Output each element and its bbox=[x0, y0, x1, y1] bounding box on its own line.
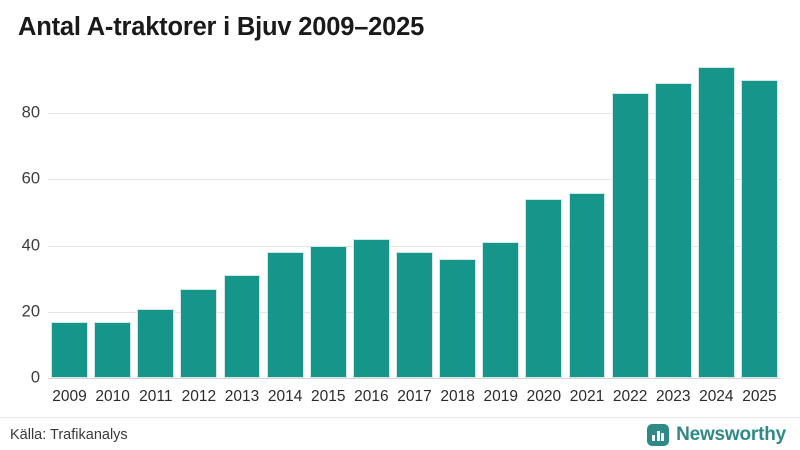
x-axis-tick-label: 2014 bbox=[267, 388, 303, 405]
bar-series bbox=[48, 0, 781, 378]
bar bbox=[654, 83, 692, 378]
bar bbox=[51, 321, 88, 378]
x-axis-tick-label: 2024 bbox=[699, 388, 734, 405]
bar bbox=[396, 252, 433, 378]
y-axis-tick-label: 20 bbox=[21, 302, 40, 321]
bar bbox=[439, 258, 477, 378]
y-axis-tick-label: 40 bbox=[21, 236, 40, 255]
bar bbox=[352, 238, 390, 378]
bar bbox=[180, 288, 218, 378]
bar bbox=[94, 321, 132, 378]
x-axis-tick-label: 2025 bbox=[742, 388, 777, 405]
bar bbox=[611, 93, 649, 378]
x-axis-tick-label: 2012 bbox=[181, 388, 217, 405]
y-axis-tick-label: 0 bbox=[30, 368, 40, 387]
bar bbox=[482, 242, 520, 378]
x-axis-tick-label: 2019 bbox=[483, 388, 518, 405]
footer-divider bbox=[0, 417, 800, 418]
x-axis-tick-label: 2023 bbox=[655, 388, 691, 405]
x-axis-tick-label: 2018 bbox=[440, 388, 475, 405]
bar bbox=[568, 192, 606, 378]
page-title: Antal A-traktorer i Bjuv 2009–2025 bbox=[18, 13, 425, 41]
x-axis-tick-label: 2021 bbox=[569, 388, 605, 405]
gridline bbox=[48, 113, 781, 115]
gridline bbox=[48, 245, 781, 247]
newsworthy-logo[interactable]: Newsworthy bbox=[647, 424, 786, 446]
y-axis-tick-label: 80 bbox=[21, 103, 40, 122]
x-axis-tick-label: 2009 bbox=[52, 388, 87, 405]
x-axis-tick-label: 2013 bbox=[224, 388, 260, 405]
x-axis-tick-label: 2015 bbox=[311, 388, 346, 405]
bar-chart-icon bbox=[647, 424, 670, 446]
source-note: Källa: Trafikanalys bbox=[10, 427, 128, 443]
x-axis-tick-label: 2010 bbox=[95, 388, 130, 405]
x-axis-tick-label: 2011 bbox=[139, 388, 173, 405]
bar bbox=[137, 308, 175, 378]
bar bbox=[309, 245, 347, 378]
y-axis-labels: 0 20 40 60 80 bbox=[0, 0, 44, 450]
bar bbox=[266, 252, 304, 378]
brand-name: Newsworthy bbox=[676, 424, 786, 445]
gridline bbox=[48, 179, 781, 181]
x-axis-tick-label: 2016 bbox=[354, 388, 389, 405]
bar bbox=[697, 66, 735, 378]
axis-baseline bbox=[48, 378, 781, 379]
x-axis-tick-label: 2017 bbox=[397, 388, 432, 405]
x-axis-tick-label: 2020 bbox=[526, 388, 562, 405]
bar bbox=[525, 199, 563, 378]
x-axis-labels: 2009 2010 2011 2012 2013 2014 2015 2016 2017 2018… bbox=[48, 388, 781, 412]
bar bbox=[223, 275, 261, 378]
x-axis-tick-label: 2022 bbox=[612, 388, 648, 405]
y-axis-tick-label: 60 bbox=[21, 169, 40, 188]
bar bbox=[741, 80, 778, 378]
